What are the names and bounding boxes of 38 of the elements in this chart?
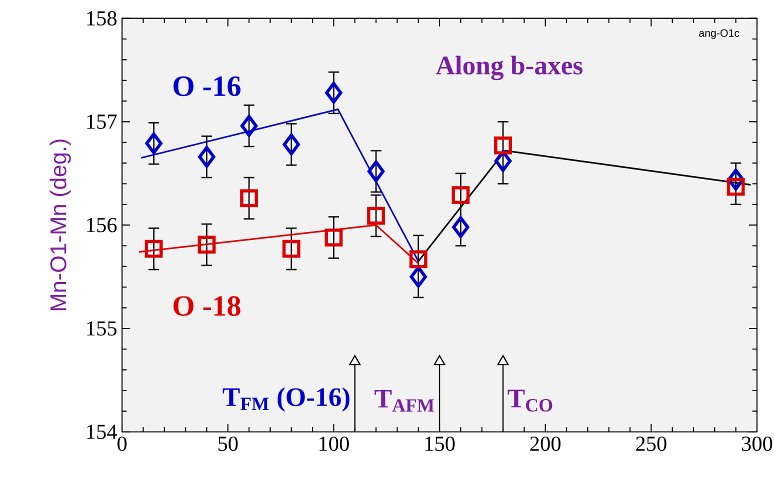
point [367, 160, 385, 182]
y-tick-label: 155 [87, 321, 116, 336]
x-tick-label: 100 [320, 436, 349, 452]
x-tick-label: 200 [530, 436, 561, 452]
point [198, 236, 216, 254]
ref-line-label: T$_{FM}$ (O-16) [222, 387, 350, 412]
point [145, 132, 162, 154]
annotation: ang-O1c [699, 29, 740, 39]
point [409, 250, 428, 268]
y-tick-label: 158 [87, 11, 117, 26]
y-tick-label: 157 [87, 114, 117, 129]
point [282, 134, 300, 156]
x-tick-label: 50 [218, 436, 238, 452]
ref-line-label: T$_{CO}$ [508, 390, 552, 412]
x-tick-label: 0 [118, 436, 127, 452]
text: Along b-axes [436, 56, 582, 80]
series-label: O -16 [174, 76, 240, 96]
point [726, 178, 745, 196]
point [410, 266, 427, 288]
x-tick-label: 250 [636, 436, 666, 452]
y-tick-label: 156 [87, 218, 117, 232]
x-tick-label: 300 [742, 436, 772, 452]
point [324, 228, 343, 246]
point [144, 240, 163, 258]
point [452, 186, 470, 204]
point [367, 206, 385, 225]
series-label: O -18 [174, 296, 240, 316]
y-axis-title: Mn-O1-Mn (deg.) [50, 140, 71, 310]
point [240, 189, 258, 208]
ref-line-label: T$_{AFM}$ [374, 390, 434, 412]
y-tick-label: 154 [87, 424, 118, 440]
point [325, 82, 342, 104]
point [198, 146, 216, 168]
point [240, 114, 258, 137]
point [282, 240, 300, 258]
point [452, 216, 470, 238]
point [494, 136, 512, 154]
x-tick-label: 150 [425, 436, 455, 452]
